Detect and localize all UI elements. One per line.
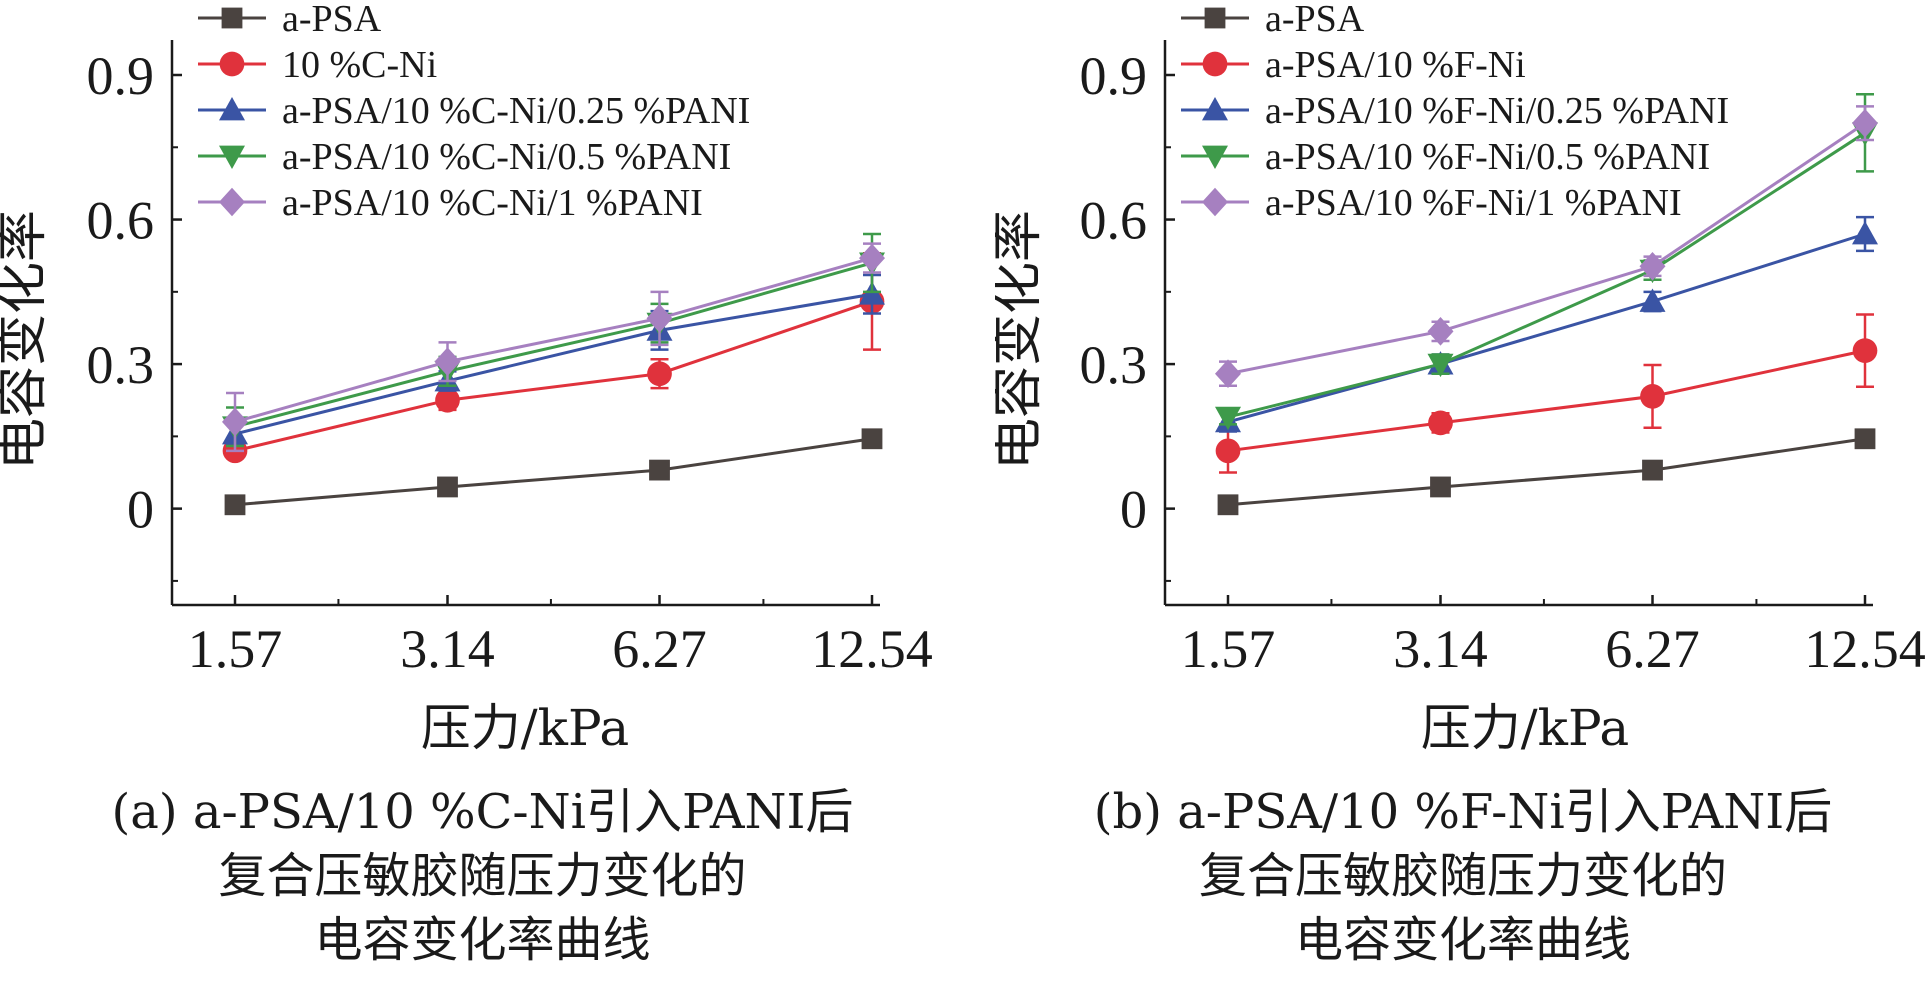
chart-a-y-axis-label: 电容变化率 — [0, 210, 53, 470]
chart-b-plot: 0 0.3 0.6 0.9 1.57 3.14 6.27 12.54 压力/kPa 电容变化率 a-… — [995, 0, 1926, 757]
chart-b-data-point — [1852, 108, 1878, 138]
chart-a-legend-label: a-PSA/10 %C-Ni/1 %PANI — [282, 182, 703, 224]
chart-a-legend-label: 10 %C-Ni — [282, 44, 437, 86]
chart-a-series-line — [234, 292, 873, 436]
chart-b-data-point — [1428, 410, 1453, 436]
chart-b-data-point — [1215, 438, 1241, 464]
chart-a-legend-label: a-PSA/10 %C-Ni/0.5 %PANI — [282, 136, 731, 178]
chart-b-y-tick-label: 0 — [1120, 480, 1147, 540]
chart-b-data-point — [1852, 221, 1878, 245]
chart-a-legend-marker — [219, 51, 245, 77]
chart-panel-b: 0 0.3 0.6 0.9 1.57 3.14 6.27 12.54 压力/kPa 电容变化率 a-… — [995, 0, 1931, 985]
chart-b-series-line — [1227, 349, 1866, 453]
chart-a-caption: (a) a-PSA/10 %C-Ni引入PANI后 复合压敏胶随压力变化的 电容… — [0, 780, 965, 972]
chart-b-caption-line-3: 电容变化率曲线 — [1294, 912, 1631, 968]
chart-b-y-tick-label: 0.9 — [1080, 46, 1148, 106]
chart-b-data-point — [1430, 476, 1451, 498]
chart-b-legend-marker — [1202, 97, 1228, 121]
chart-a-data-point — [646, 304, 673, 333]
chart-b-data-point — [1215, 359, 1241, 389]
chart-b-data-point — [1854, 428, 1876, 450]
chart-b-data-point — [1639, 288, 1666, 312]
chart-b-legend-marker — [1204, 7, 1226, 29]
chart-b-data-point — [1642, 459, 1663, 481]
chart-b-y-tick-label: 0.6 — [1080, 191, 1148, 251]
chart-b-legend-label: a-PSA/10 %F-Ni/1 %PANI — [1265, 182, 1682, 224]
chart-b-caption: (b) a-PSA/10 %F-Ni引入PANI后 复合压敏胶随压力变化的 电容… — [995, 780, 1931, 972]
chart-b-legend-label: a-PSA/10 %F-Ni/0.25 %PANI — [1265, 90, 1729, 132]
chart-a-data-point — [647, 361, 672, 387]
chart-b-data-point — [1215, 406, 1241, 431]
chart-a-data-point — [437, 476, 458, 498]
chart-a-series-line — [234, 256, 873, 424]
chart-b-x-axis-label: 压力/kPa — [1421, 699, 1629, 757]
chart-a-series-line — [234, 261, 873, 429]
chart-b-x-tick-label: 12.54 — [1804, 619, 1926, 679]
chart-b-legend-marker — [1202, 51, 1228, 77]
chart-a-series-line — [234, 300, 873, 453]
chart-b-legend-marker — [1202, 145, 1228, 169]
chart-b-x-tick-label: 6.27 — [1605, 619, 1700, 679]
chart-a-caption-line-3: 电容变化率曲线 — [314, 912, 651, 968]
chart-b-legend-label: a-PSA/10 %F-Ni — [1265, 44, 1526, 86]
chart-b-data-point — [1427, 317, 1454, 346]
chart-a-caption-line-2: 复合压敏胶随压力变化的 — [218, 848, 747, 904]
chart-a-y-tick-label: 0.3 — [87, 335, 155, 395]
chart-b-data-point — [1640, 384, 1665, 409]
chart-a-data-point — [224, 494, 246, 516]
chart-a-y-tick-label: 0 — [127, 480, 154, 540]
chart-a-x-tick-label: 3.14 — [400, 619, 495, 679]
chart-a-x-tick-label: 12.54 — [811, 619, 933, 679]
chart-a-x-tick-label: 1.57 — [188, 619, 283, 679]
chart-b-legend-marker — [1202, 187, 1228, 217]
chart-b-data-point — [1427, 353, 1454, 378]
chart-b-data-point — [1217, 494, 1239, 516]
chart-a-legend-marker — [221, 7, 243, 29]
chart-a-caption-line-1: (a) a-PSA/10 %C-Ni引入PANI后 — [111, 784, 854, 840]
chart-b-data-point — [1852, 338, 1878, 363]
chart-a-series-line — [234, 437, 873, 507]
chart-a-y-tick-label: 0.6 — [87, 191, 155, 251]
chart-a-plot: 0 0.3 0.6 0.9 1.57 3.14 6.27 12.54 压力/kPa 电容变化率 a-… — [0, 0, 933, 757]
chart-b-series-line — [1227, 131, 1866, 419]
chart-b-caption-line-2: 复合压敏胶随压力变化的 — [1198, 848, 1727, 904]
chart-panel-a: 0 0.3 0.6 0.9 1.57 3.14 6.27 12.54 压力/kPa 电容变化率 a-… — [0, 0, 965, 985]
chart-b-data-point — [1639, 251, 1666, 281]
chart-a-data-point — [861, 428, 883, 450]
chart-b-series-line — [1227, 121, 1866, 376]
chart-a-data-point — [434, 347, 461, 376]
chart-b-x-tick-label: 3.14 — [1393, 619, 1488, 679]
chart-a-y-tick-label: 0.9 — [87, 46, 155, 106]
chart-a-data-point — [222, 407, 248, 437]
chart-a-legend-label: a-PSA/10 %C-Ni/0.25 %PANI — [282, 90, 750, 132]
chart-b-y-tick-label: 0.3 — [1080, 335, 1148, 395]
chart-a-data-point — [435, 387, 460, 413]
chart-a-data-point — [859, 243, 885, 273]
chart-a-legend-label: a-PSA — [282, 0, 382, 40]
chart-a-x-axis-label: 压力/kPa — [421, 699, 629, 757]
chart-a-legend-marker — [219, 97, 245, 121]
chart-a-data-point — [649, 459, 670, 481]
chart-a-x-tick-label: 6.27 — [612, 619, 707, 679]
chart-b-y-axis-label: 电容变化率 — [995, 210, 1048, 470]
chart-a-legend-marker — [219, 145, 245, 169]
chart-b-legend-label: a-PSA/10 %F-Ni/0.5 %PANI — [1265, 136, 1710, 178]
chart-a-legend-marker — [219, 187, 245, 217]
chart-b-x-tick-label: 1.57 — [1181, 619, 1276, 679]
chart-b-series-line — [1227, 437, 1866, 507]
chart-b-legend-label: a-PSA — [1265, 0, 1365, 40]
chart-b-caption-line-1: (b) a-PSA/10 %F-Ni引入PANI后 — [1093, 784, 1833, 840]
chart-b-series-line — [1227, 232, 1866, 424]
